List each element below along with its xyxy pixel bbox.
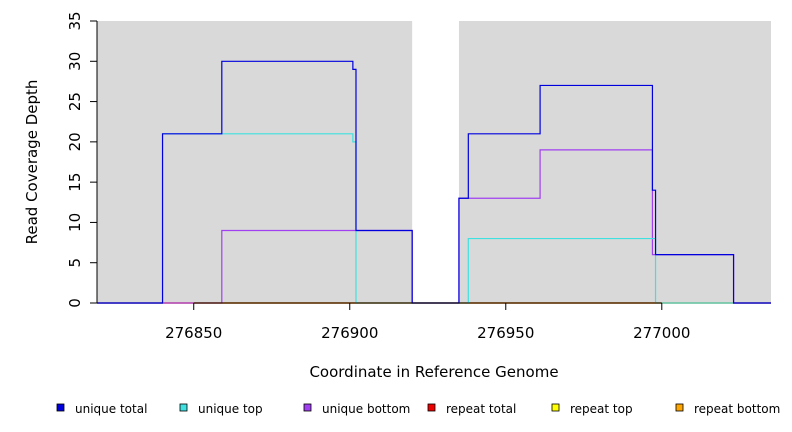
legend-label-unique-total: unique total — [75, 402, 147, 416]
x-tick-label-277000: 277000 — [633, 324, 690, 342]
y-tick-label-15: 15 — [66, 173, 84, 192]
legend-swatch-repeat-top — [551, 403, 560, 412]
y-axis-title: Read Coverage Depth — [23, 80, 41, 245]
y-tick-label-5: 5 — [66, 258, 84, 268]
y-tick-label-25: 25 — [66, 92, 84, 111]
axes-layer: 0 5 10 15 20 25 30 35 276850 276900 276950 277000 — [66, 11, 690, 342]
x-tick-label-276900: 276900 — [321, 324, 378, 342]
x-axis-title: Coordinate in Reference Genome — [309, 363, 558, 381]
legend-swatch-repeat-bottom — [675, 403, 684, 412]
y-tick-label-30: 30 — [66, 52, 84, 71]
y-tick-label-20: 20 — [66, 132, 84, 151]
y-tick-label-0: 0 — [66, 298, 84, 308]
legend-swatch-repeat-total — [427, 403, 436, 412]
x-tick-label-276850: 276850 — [165, 324, 222, 342]
y-tick-label-10: 10 — [66, 213, 84, 232]
legend-label-repeat-top: repeat top — [570, 402, 633, 416]
legend-label-unique-bottom: unique bottom — [322, 402, 410, 416]
legend-label-unique-top: unique top — [198, 402, 263, 416]
legend-label-repeat-bottom: repeat bottom — [694, 402, 780, 416]
series-line-unique-total — [97, 60, 771, 304]
legend: unique total unique top unique bottom repea… — [56, 402, 780, 416]
legend-swatch-unique-total — [56, 403, 65, 412]
gap-region — [412, 21, 459, 303]
plot-background-layer — [97, 21, 771, 303]
legend-swatch-unique-bottom — [303, 403, 312, 412]
y-tick-label-35: 35 — [66, 11, 84, 30]
legend-label-repeat-total: repeat total — [446, 402, 516, 416]
legend-swatch-unique-top — [179, 403, 188, 412]
x-tick-label-276950: 276950 — [477, 324, 534, 342]
